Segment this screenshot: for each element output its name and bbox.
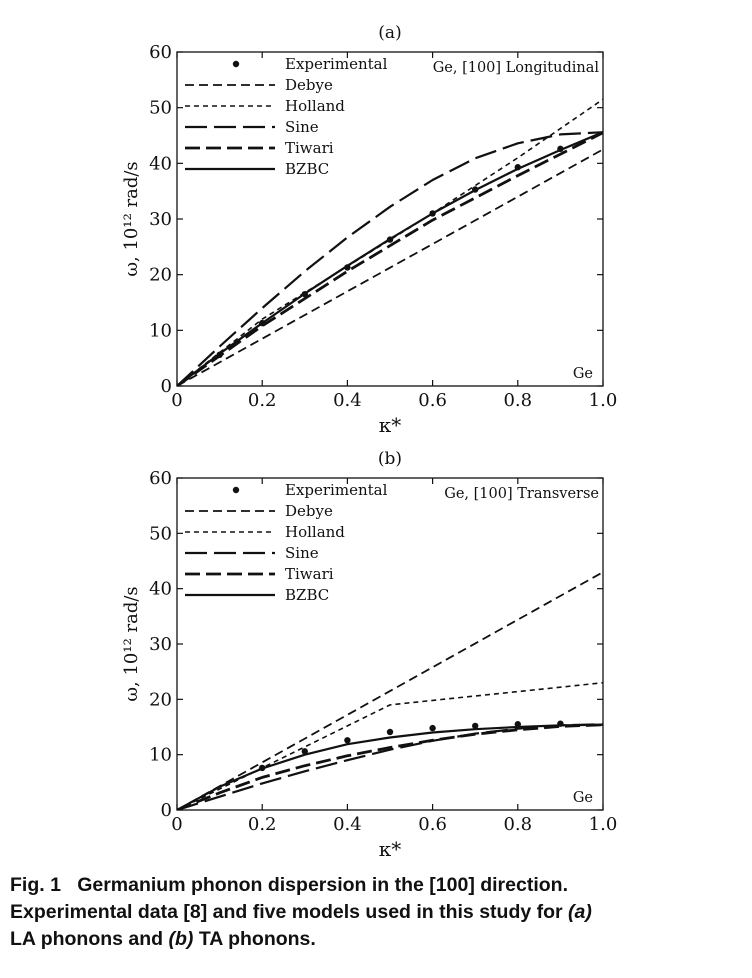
data-point-experimental: [344, 737, 351, 744]
legend-item-debye: Debye: [185, 502, 333, 520]
caption-part-a: (a): [568, 901, 592, 923]
legend-label: BZBC: [285, 586, 329, 604]
y-tick-label: 10: [149, 745, 172, 766]
series-line-tiwari: [177, 723, 603, 810]
x-tick-label: 0.6: [418, 390, 447, 411]
y-tick-label: 50: [149, 523, 172, 544]
plot-area: [177, 98, 603, 386]
panel-label: (b): [378, 449, 402, 469]
y-tick-label: 60: [149, 468, 172, 489]
caption-line-1: Fig. 1 Germanium phonon dispersion in th…: [10, 872, 750, 899]
y-tick-label: 0: [161, 800, 172, 821]
legend-item-tiwari: Tiwari: [185, 565, 334, 583]
legend-label: Holland: [285, 97, 345, 115]
series-line-tiwari: [177, 131, 603, 386]
x-tick-label: 0.4: [333, 390, 362, 411]
legend-marker: [232, 486, 240, 494]
x-tick-label: 0.8: [503, 390, 532, 411]
x-tick-label: 0.2: [248, 814, 277, 835]
y-tick-label: 40: [149, 579, 172, 600]
legend-label: Tiwari: [285, 139, 334, 157]
plot-area: [177, 571, 603, 810]
caption-text-1: Germanium phonon dispersion in the [100]…: [77, 874, 568, 896]
y-tick-label: 60: [149, 42, 172, 63]
series-line-sine: [177, 131, 603, 386]
legend-marker: [232, 60, 240, 68]
caption-part-b: (b): [168, 928, 194, 950]
y-tick-label: 0: [161, 376, 172, 397]
series-line-holland: [177, 98, 603, 386]
legend-item-experimental: Experimental: [232, 481, 388, 499]
y-tick-label: 30: [149, 209, 172, 230]
figure-charts: (a) 0 0.2 0.4 0.6 0.8 1.0 0 10 20 30 40 50 60 κ* ω, 10¹…: [121, 23, 617, 861]
data-point-experimental: [429, 724, 436, 732]
chart-panel-a: (a) 0 0.2 0.4 0.6 0.8 1.0 0 10 20 30 40 50 60 κ* ω, 10¹…: [121, 23, 617, 437]
legend-item-sine: Sine: [185, 118, 319, 136]
x-tick-label: 0.2: [248, 390, 277, 411]
chart-panel-b: (b) 0 0.2 0.4 0.6 0.8 1.0 0 10 20 30 40 50 60 κ* ω, 10¹…: [121, 449, 617, 861]
caption-figure-label: Fig. 1: [10, 874, 61, 896]
legend-item-bzbc: BZBC: [185, 160, 329, 178]
legend-item-experimental: Experimental: [232, 55, 388, 73]
panel-label: (a): [378, 23, 401, 43]
y-tick-label: 20: [149, 689, 172, 710]
legend-label: Debye: [285, 502, 333, 520]
x-tick-label: 1.0: [589, 390, 618, 411]
x-axis-label: κ*: [379, 413, 402, 437]
caption-text-2: Experimental data [8] and five models us…: [10, 901, 563, 923]
legend-item-holland: Holland: [185, 97, 345, 115]
y-axis-label: ω, 10¹² rad/s: [121, 586, 142, 701]
y-tick-label: 50: [149, 98, 172, 119]
caption-line-2: Experimental data [8] and five models us…: [10, 899, 750, 926]
x-tick-label: 0: [171, 814, 182, 835]
legend-item-debye: Debye: [185, 76, 333, 94]
caption-text-4: TA phonons.: [198, 928, 316, 950]
y-tick-label: 40: [149, 153, 172, 174]
y-axis-label: ω, 10¹² rad/s: [121, 161, 142, 276]
series-line-bzbc: [177, 723, 603, 810]
legend-label: Experimental: [285, 55, 388, 73]
legend-label: Holland: [285, 523, 345, 541]
data-point-experimental: [386, 728, 394, 736]
legend-item-tiwari: Tiwari: [185, 139, 334, 157]
legend-label: BZBC: [285, 160, 329, 178]
legend-label: Sine: [285, 118, 319, 136]
series-line-holland: [177, 681, 603, 810]
legend-label: Experimental: [285, 481, 388, 499]
x-tick-label: 1.0: [589, 814, 618, 835]
series-line-debye: [177, 148, 603, 386]
corner-label: Ge: [573, 790, 593, 806]
chart-annotation: Ge, [100] Transverse: [444, 486, 599, 502]
y-tick-label: 30: [149, 634, 172, 655]
series-line-bzbc: [177, 131, 603, 386]
x-tick-label: 0: [171, 390, 182, 411]
legend-label: Sine: [285, 544, 319, 562]
legend-label: Tiwari: [285, 565, 334, 583]
series-line-debye: [177, 571, 603, 810]
legend-item-holland: Holland: [185, 523, 345, 541]
y-tick-label: 10: [149, 320, 172, 341]
x-tick-label: 0.8: [503, 814, 532, 835]
x-axis-label: κ*: [379, 837, 402, 861]
caption-text-3: LA phonons and: [10, 928, 164, 950]
legend-item-sine: Sine: [185, 544, 319, 562]
plot-frame: [176, 477, 604, 811]
data-point-experimental: [514, 721, 521, 728]
chart-annotation: Ge, [100] Longitudinal: [433, 60, 600, 76]
data-point-experimental: [301, 748, 308, 755]
figure-caption: Fig. 1 Germanium phonon dispersion in th…: [10, 872, 750, 953]
x-tick-label: 0.6: [418, 814, 447, 835]
x-tick-label: 0.4: [333, 814, 362, 835]
legend-label: Debye: [285, 76, 333, 94]
corner-label: Ge: [573, 366, 593, 382]
y-tick-label: 20: [149, 265, 172, 286]
caption-line-3: LA phonons and (b) TA phonons.: [10, 926, 750, 953]
data-point-experimental: [472, 722, 479, 730]
legend-item-bzbc: BZBC: [185, 586, 329, 604]
